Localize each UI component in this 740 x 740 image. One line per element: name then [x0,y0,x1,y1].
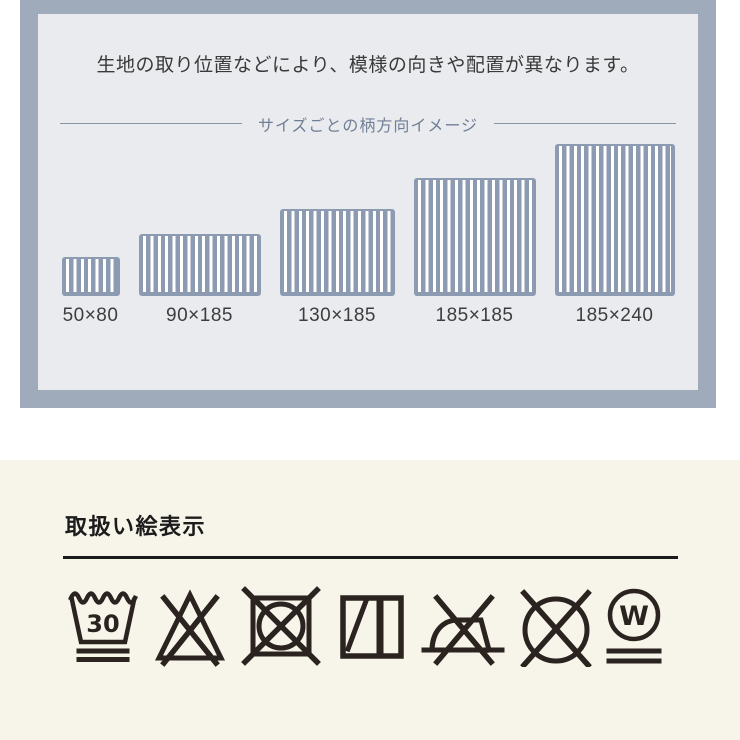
rug-size-item: 185×240 [554,143,675,327]
dry-in-shade-icon [340,595,404,659]
pattern-direction-panel: 生地の取り位置などにより、模様の向きや配置が異なります。 サイズごとの柄方向イメ… [20,0,716,408]
no-dry-clean-icon [520,589,592,667]
rug-size-item: 185×185 [413,177,536,327]
no-iron-icon [421,594,505,666]
care-heading: 取扱い絵表示 [65,514,207,539]
rug-row: 50×80 90×185 130×185 185×185 185×240 [38,143,698,327]
rug-size-item: 90×185 [138,233,261,327]
divider-label: サイズごとの柄方向イメージ [257,117,479,135]
wash-30-very-gentle-icon: 30 [68,591,138,662]
rug-size-label: 130×185 [298,304,376,326]
rug-size-label: 185×240 [575,304,654,326]
rug-swatch [279,208,395,296]
rug-swatch [413,177,536,296]
rug-size-item: 50×80 [61,256,120,327]
svg-text:30: 30 [86,610,119,638]
rug-swatch [138,233,261,296]
svg-text:W: W [619,601,649,632]
wet-clean-very-gentle-icon: W [606,588,662,664]
rug-size-label: 50×80 [62,304,119,326]
rug-swatch [61,256,120,296]
no-tumble-dry-icon [241,586,321,666]
section-divider: サイズごとの柄方向イメージ [60,112,676,136]
care-symbols-section: 取扱い絵表示 30 [0,460,740,740]
heading-underline [63,556,678,559]
no-bleach-icon [154,589,226,667]
rug-size-label: 185×185 [435,304,514,326]
care-icons-row: 30 [64,585,740,667]
rug-size-label: 90×185 [166,304,233,326]
rug-swatch [554,143,675,296]
rug-size-item: 130×185 [279,208,395,327]
pattern-note-text: 生地の取り位置などにより、模様の向きや配置が異なります。 [96,55,640,76]
